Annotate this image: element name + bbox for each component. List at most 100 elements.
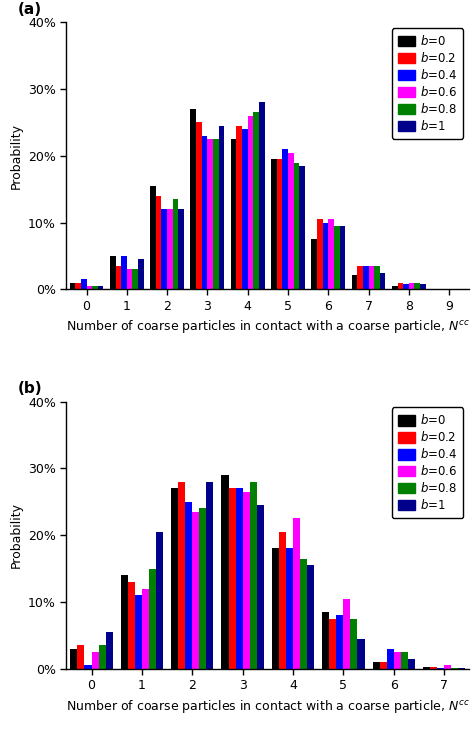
Bar [277,159,283,290]
Bar [357,639,365,669]
Bar [185,502,192,669]
Bar [99,646,106,669]
Bar [116,266,121,290]
Bar [202,136,207,290]
Bar [75,283,81,290]
Bar [444,666,451,669]
Bar [317,219,323,290]
Bar [192,512,199,669]
Bar [357,266,363,290]
Bar [288,152,293,290]
Bar [110,256,116,290]
Bar [409,283,414,290]
Bar [70,283,75,290]
Bar [293,163,299,290]
Bar [156,532,163,669]
Bar [121,575,128,669]
Text: (b): (b) [18,381,43,396]
Bar [420,284,426,290]
Bar [408,659,415,669]
Bar [138,259,144,290]
Bar [374,266,380,290]
Bar [329,619,336,669]
Bar [272,548,279,669]
Bar [279,532,286,669]
Bar [259,103,264,290]
Bar [178,481,185,669]
Bar [293,519,300,669]
Bar [150,186,156,290]
Bar [299,166,305,290]
Bar [86,286,92,290]
Bar [237,126,242,290]
Bar [336,615,343,669]
Bar [231,139,237,290]
Bar [247,116,253,290]
Bar [221,475,228,669]
Bar [387,649,394,669]
Bar [236,488,243,669]
Bar [414,283,420,290]
Bar [253,112,259,290]
Bar [250,481,257,669]
Bar [199,508,206,669]
Bar [207,139,213,290]
Bar [77,646,84,669]
Bar [219,126,224,290]
Bar [352,275,357,290]
Bar [257,505,264,669]
Bar [84,666,91,669]
Bar [162,210,167,290]
Bar [368,266,374,290]
Bar [403,284,409,290]
Bar [173,199,178,290]
Bar [156,196,162,290]
Bar [242,129,247,290]
Bar [127,270,132,290]
Bar [206,481,213,669]
Bar [394,652,401,669]
Bar [91,652,99,669]
Legend: $b$=0, $b$=0.2, $b$=0.4, $b$=0.6, $b$=0.8, $b$=1: $b$=0, $b$=0.2, $b$=0.4, $b$=0.6, $b$=0.… [392,28,464,139]
Bar [328,219,334,290]
Bar [423,667,430,669]
Bar [171,488,178,669]
Bar [334,226,339,290]
Bar [135,595,142,669]
Bar [286,548,293,669]
Bar [243,492,250,669]
Bar [398,283,403,290]
Bar [98,286,103,290]
Bar [339,226,345,290]
Bar [149,568,156,669]
Bar [343,599,350,669]
X-axis label: Number of coarse particles in contact with a coarse particle, $N^{cc}$: Number of coarse particles in contact wi… [66,318,470,335]
Bar [373,662,380,669]
Bar [191,109,196,290]
Bar [283,149,288,290]
Bar [196,123,202,290]
Bar [121,256,127,290]
Bar [228,488,236,669]
Y-axis label: Probability: Probability [9,123,22,189]
Bar [167,210,173,290]
Bar [307,565,314,669]
Text: (a): (a) [18,2,42,17]
Y-axis label: Probability: Probability [9,502,22,568]
Bar [322,612,329,669]
Bar [271,159,277,290]
Bar [311,239,317,290]
Bar [323,223,328,290]
Bar [430,667,437,669]
Bar [70,649,77,669]
Bar [128,582,135,669]
Bar [213,139,219,290]
Legend: $b$=0, $b$=0.2, $b$=0.4, $b$=0.6, $b$=0.8, $b$=1: $b$=0, $b$=0.2, $b$=0.4, $b$=0.6, $b$=0.… [392,407,464,518]
Bar [363,266,368,290]
Bar [392,286,398,290]
Bar [92,286,98,290]
Bar [300,559,307,669]
Bar [350,619,357,669]
Bar [178,210,184,290]
Bar [380,273,385,290]
